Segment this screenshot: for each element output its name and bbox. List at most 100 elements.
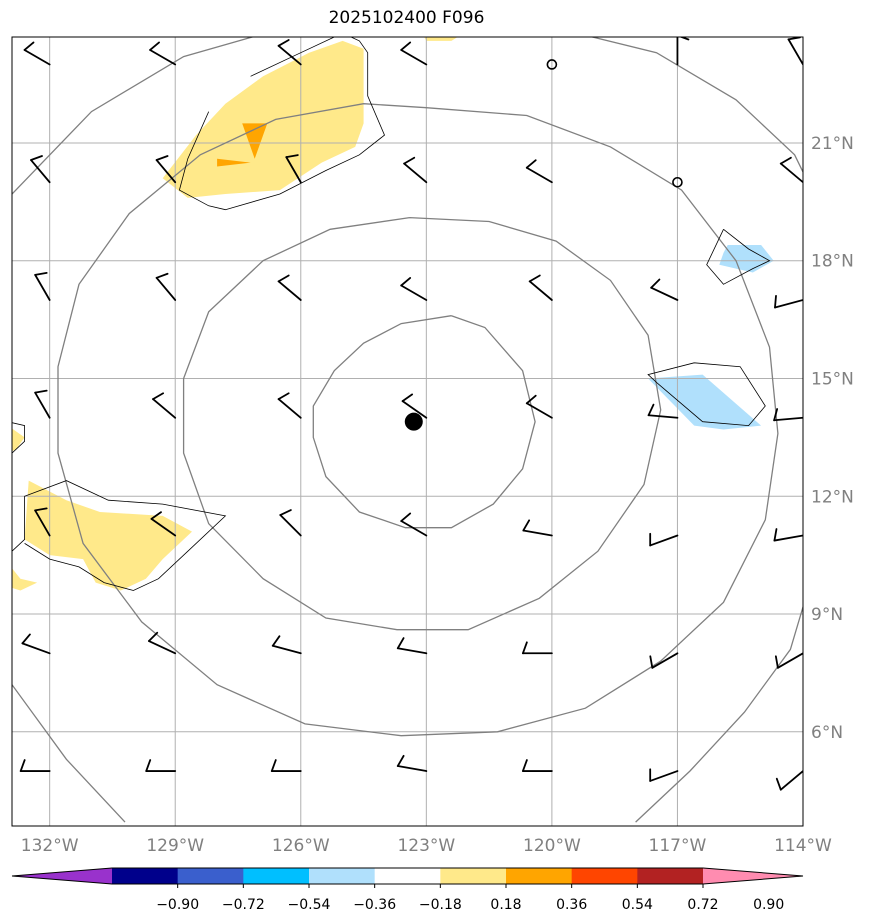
longitude-tick-label: 114°W bbox=[774, 836, 832, 856]
colorbar-swatch bbox=[243, 868, 310, 884]
wind-barb bbox=[787, 37, 803, 66]
wind-barb-staff bbox=[400, 520, 428, 537]
wind-barb-feather bbox=[773, 408, 779, 422]
wind-barb-feather bbox=[774, 294, 777, 309]
wind-barb bbox=[649, 532, 679, 547]
shaded-area bbox=[424, 37, 458, 41]
wind-barb-staff bbox=[34, 509, 51, 537]
longitude-tick-label: 117°W bbox=[649, 836, 707, 856]
wind-barb bbox=[521, 641, 553, 655]
shaded-areas bbox=[12, 37, 774, 591]
wind-barb-staff bbox=[21, 642, 51, 655]
wind-barb-staff bbox=[403, 162, 428, 184]
wind-barb-feather bbox=[403, 156, 416, 165]
wind-barb-staff bbox=[779, 162, 803, 184]
range-rings bbox=[12, 37, 803, 823]
shaded-area bbox=[719, 245, 774, 273]
wind-barb-feather bbox=[23, 41, 35, 51]
wind-barb-staff bbox=[285, 156, 302, 184]
wind-barb-feather bbox=[396, 754, 405, 767]
graticule bbox=[12, 37, 803, 826]
wind-barb bbox=[277, 39, 302, 66]
wind-barb-feather bbox=[774, 655, 779, 669]
wind-barb-staff bbox=[150, 517, 177, 537]
colorbar-tick-label: −0.90 bbox=[156, 897, 199, 913]
wind-barb bbox=[19, 759, 51, 772]
wind-barb bbox=[400, 512, 428, 537]
wind-barb-staff bbox=[155, 276, 177, 301]
wind-barb bbox=[271, 635, 302, 655]
wind-barb-staff bbox=[773, 416, 803, 422]
wind-barb-feather bbox=[521, 641, 528, 655]
wind-barb bbox=[773, 528, 803, 542]
wind-barb bbox=[277, 274, 302, 301]
wind-barb-feather bbox=[34, 389, 48, 394]
colorbar-tick-label: −0.72 bbox=[222, 897, 265, 913]
chart-title: 2025102400 F096 bbox=[328, 8, 485, 28]
wind-barb-feather bbox=[148, 631, 159, 642]
wind-barb-staff bbox=[647, 414, 679, 419]
wind-barb bbox=[150, 511, 177, 537]
wind-barb bbox=[676, 37, 690, 66]
wind-barb bbox=[23, 41, 51, 66]
colorbar-extend-high bbox=[703, 868, 803, 884]
longitude-tick-label: 126°W bbox=[272, 836, 330, 856]
wind-barb-staff bbox=[271, 644, 302, 655]
latitude-tick-label: 18°N bbox=[811, 252, 854, 272]
wind-barb bbox=[145, 759, 177, 772]
wind-barb-feather bbox=[21, 633, 31, 645]
wind-barb-staff bbox=[650, 286, 679, 301]
wind-barb-feather bbox=[400, 512, 412, 522]
wind-barb-feather bbox=[649, 655, 654, 669]
latitude-tick-label: 21°N bbox=[811, 134, 854, 154]
contour-line bbox=[12, 480, 227, 591]
colorbar-tick-label: 0.18 bbox=[490, 897, 521, 913]
colorbar-outline bbox=[11, 867, 804, 885]
wind-barb-staff bbox=[774, 299, 803, 309]
wind-barb bbox=[34, 389, 51, 419]
wind-barb-staff bbox=[525, 166, 553, 184]
wind-barb-feather bbox=[401, 393, 414, 403]
wind-barb bbox=[34, 271, 51, 301]
wind-barb bbox=[775, 770, 803, 791]
range-ring bbox=[589, 37, 803, 174]
colorbar-swatch bbox=[374, 868, 441, 884]
colorbar: −0.90 −0.72 −0.54 −0.36 −0.18 0.18 0.36 0.54 0.7… bbox=[11, 867, 804, 913]
colorbar-swatch bbox=[112, 868, 179, 884]
wind-barb bbox=[649, 652, 679, 669]
wind-barb-staff bbox=[779, 770, 803, 791]
wind-barb-feather bbox=[271, 635, 281, 647]
wind-barb-feather bbox=[277, 392, 290, 401]
contour-line bbox=[12, 422, 26, 454]
wind-barbs bbox=[19, 37, 803, 791]
colorbar-tick-label: −0.36 bbox=[353, 897, 396, 913]
wind-barb bbox=[522, 519, 553, 537]
range-ring bbox=[12, 37, 255, 195]
range-ring bbox=[57, 103, 779, 737]
wind-barb-staff bbox=[651, 652, 679, 669]
wind-barb bbox=[34, 507, 51, 537]
latitude-tick-label: 15°N bbox=[811, 370, 854, 390]
wind-barb-feather bbox=[400, 277, 412, 287]
wind-barb-staff bbox=[649, 770, 679, 782]
wind-barb-feather bbox=[19, 759, 26, 772]
longitude-tick-label: 129°W bbox=[146, 836, 204, 856]
wind-barb-staff bbox=[155, 159, 177, 184]
wind-barb bbox=[400, 41, 428, 66]
wind-barb-staff bbox=[776, 652, 803, 669]
wind-barb-staff bbox=[525, 402, 553, 419]
storm-center bbox=[404, 412, 423, 431]
shaded-area bbox=[12, 568, 38, 591]
wind-barb-staff bbox=[649, 534, 679, 547]
wind-barb-staff bbox=[401, 400, 428, 419]
shaded-area bbox=[12, 428, 25, 452]
colorbar-swatch bbox=[440, 868, 507, 884]
wind-barb-feather bbox=[525, 394, 537, 405]
wind-barb-feather bbox=[773, 528, 778, 542]
wind-barb bbox=[279, 509, 302, 537]
wind-barb-staff bbox=[396, 647, 428, 655]
latitude-tick-label: 9°N bbox=[811, 605, 843, 625]
wind-barb-feather bbox=[34, 271, 48, 276]
wind-barb bbox=[521, 759, 553, 772]
wind-barb-staff bbox=[30, 159, 51, 184]
